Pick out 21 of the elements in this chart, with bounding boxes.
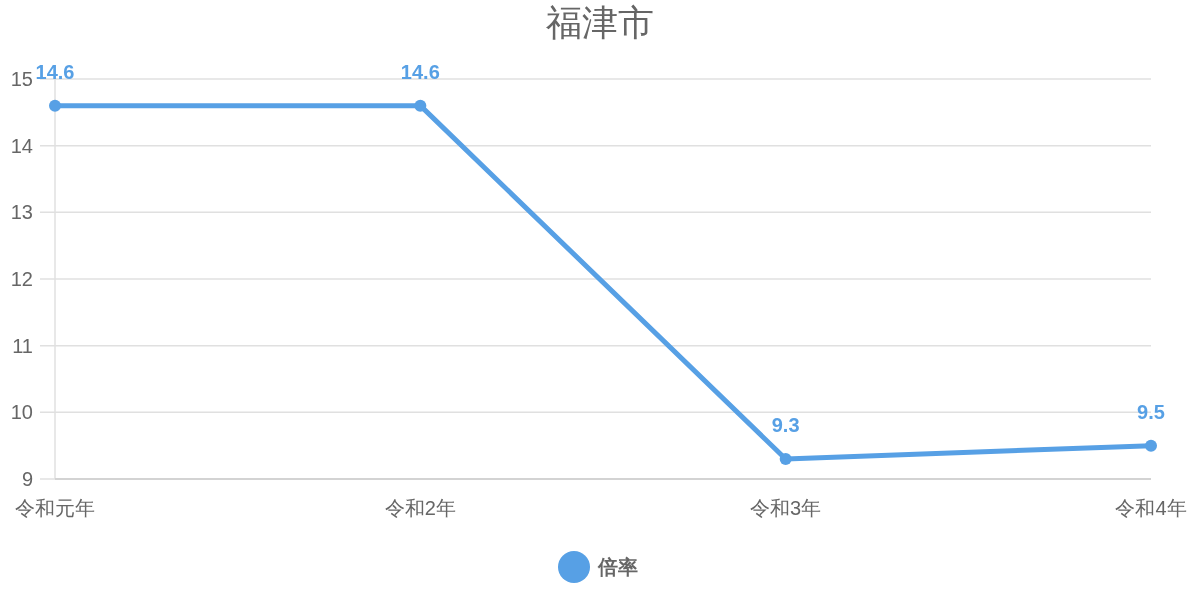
x-tick-label: 令和4年 [1115,497,1187,519]
data-label: 14.6 [35,60,75,83]
data-label: 9.3 [771,414,800,436]
x-tick-label: 令和2年 [384,497,456,519]
point [414,99,427,112]
y-tick-label: 12 [10,268,33,290]
y-tick-label: 10 [10,401,33,424]
legend-label: 倍率 [597,556,638,578]
x-tick-label: 令和元年 [15,497,95,519]
y-tick-label: 13 [10,201,33,224]
chart-title: 福津市 [546,1,654,43]
point [779,453,792,465]
point [1145,439,1157,452]
y-tick-label: 15 [10,68,33,90]
y-tick-label: 14 [10,134,33,157]
point [49,99,61,112]
data-label: 9.5 [1137,400,1165,423]
y-tick-label: 9 [21,468,33,490]
x-tick-label: 令和3年 [750,497,822,519]
data-label: 14.6 [400,60,440,83]
y-tick-label: 11 [12,334,33,357]
